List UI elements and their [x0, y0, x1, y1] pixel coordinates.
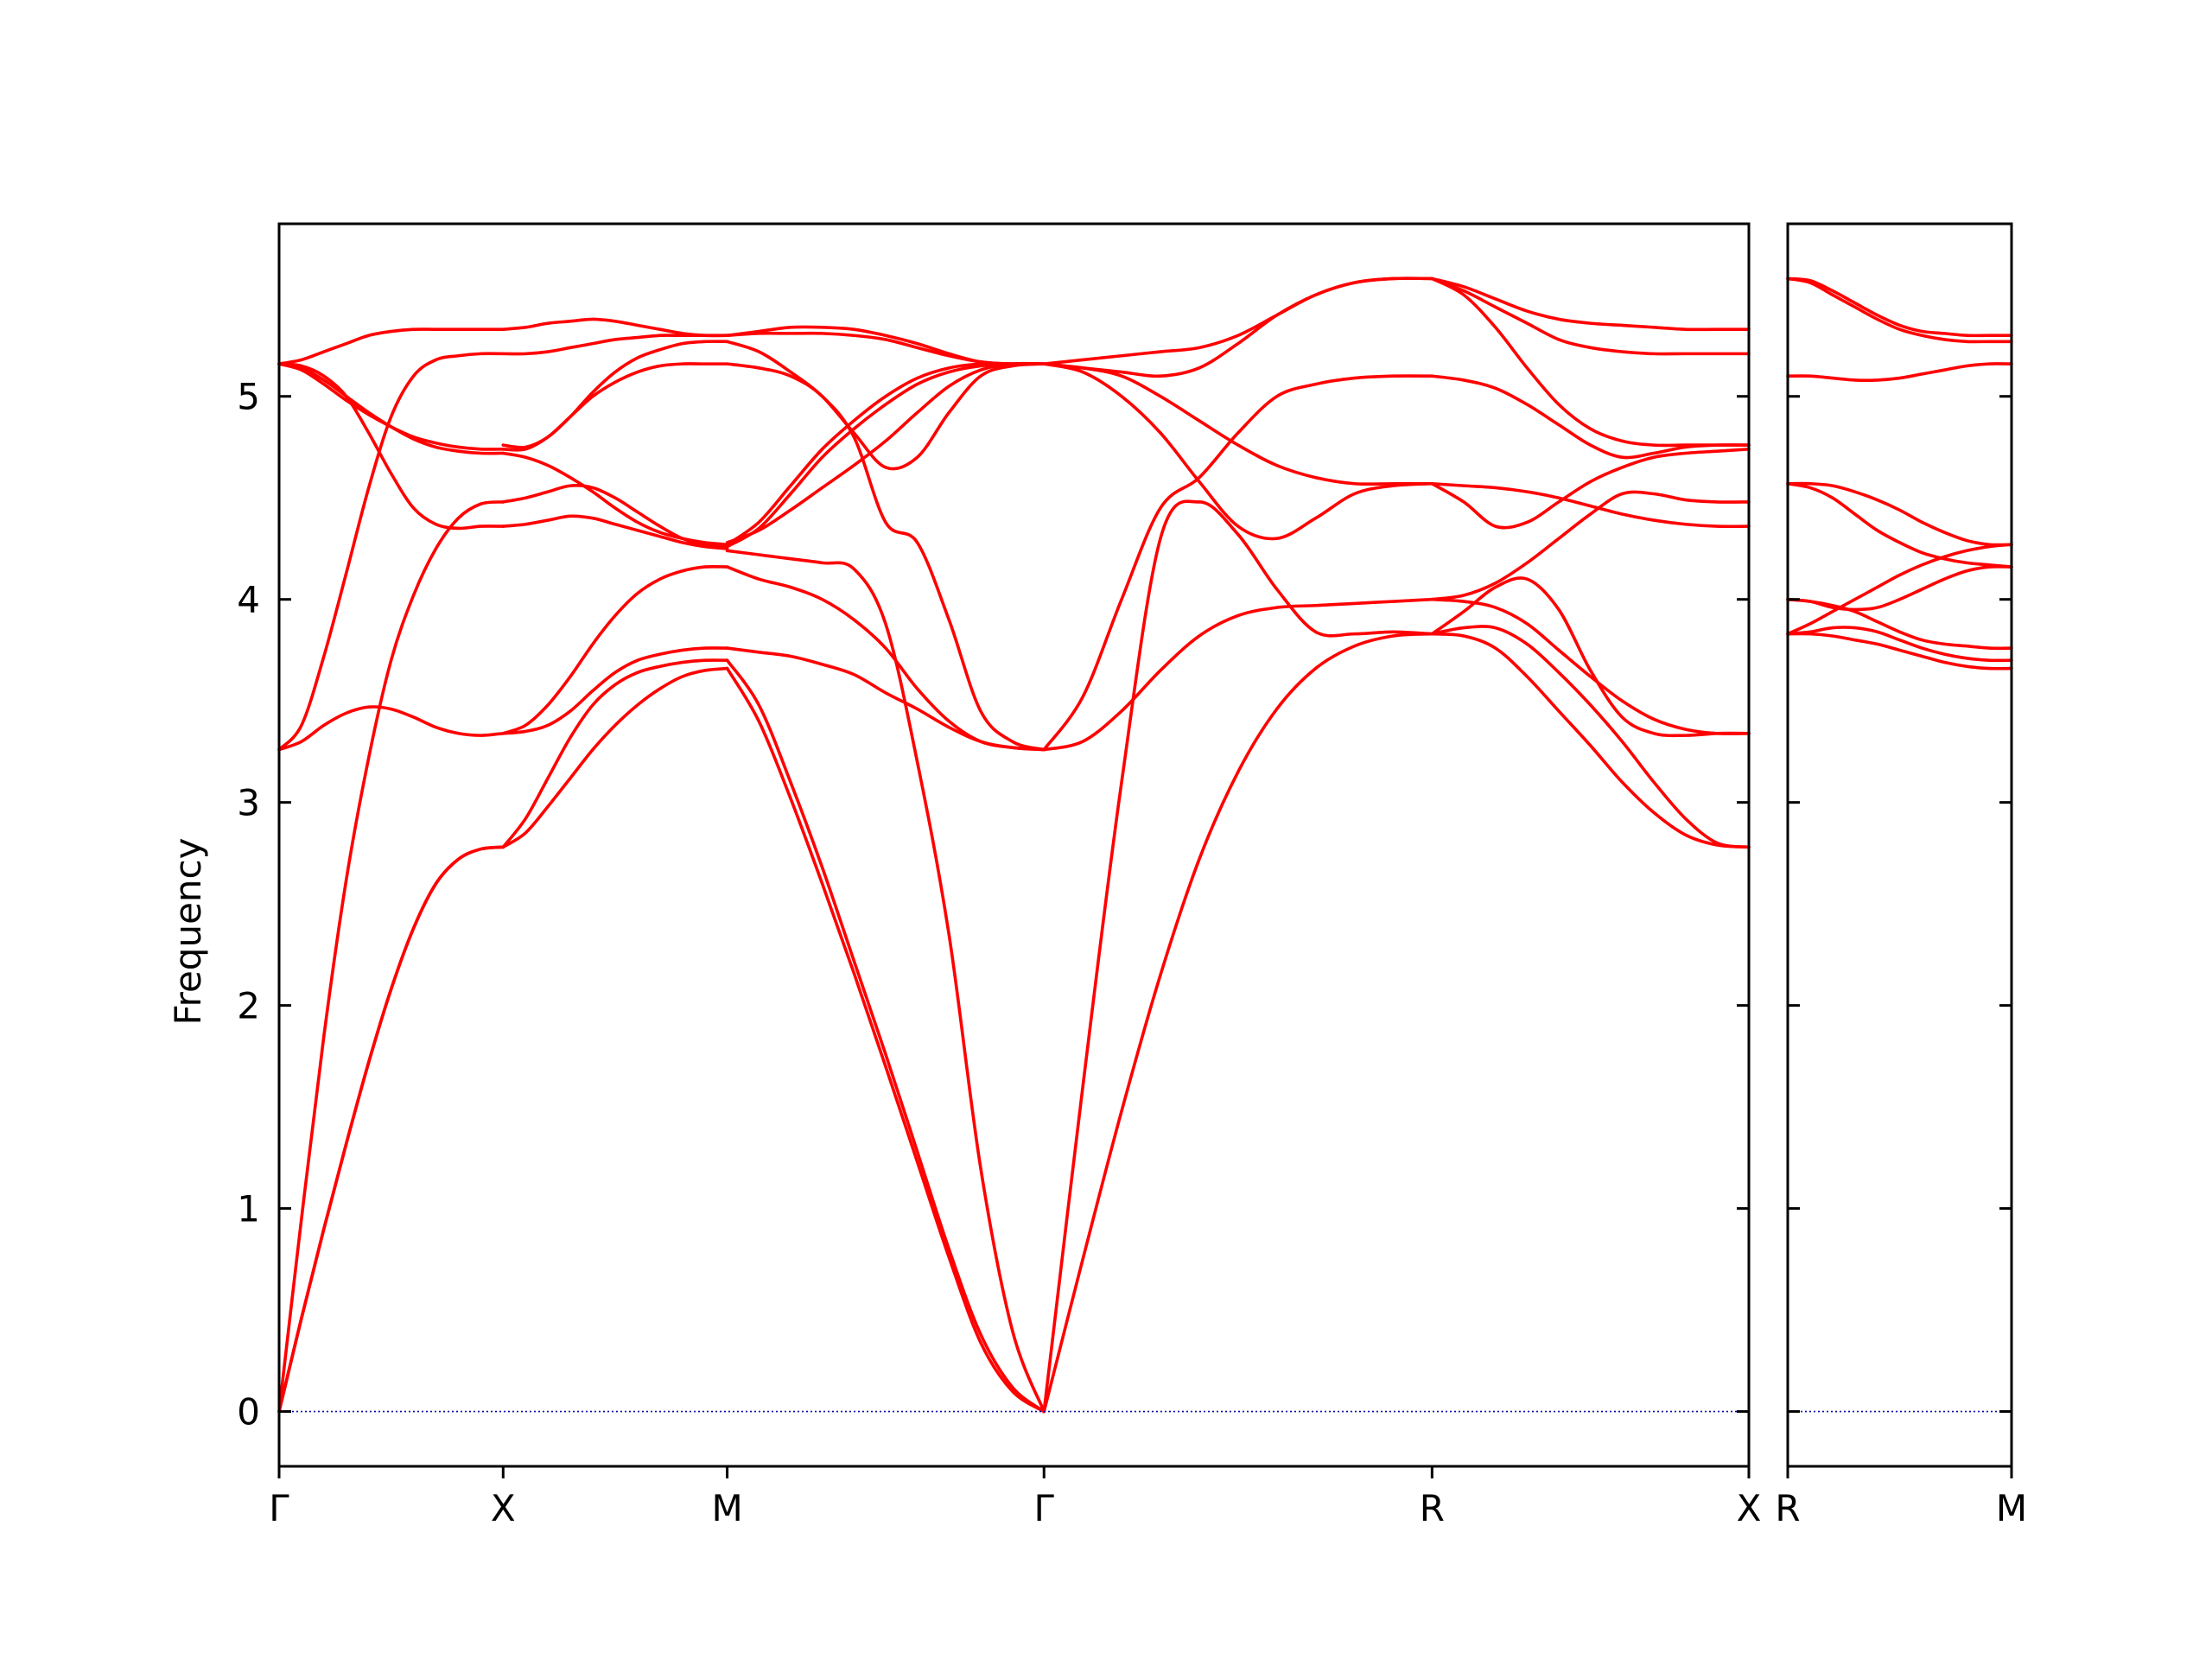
band-line-main-3-2	[1042, 597, 1434, 752]
band-line-main-1-0	[501, 666, 729, 849]
band-line-main-3-4	[1042, 362, 1434, 541]
band-line-main-4-6	[1430, 481, 1751, 529]
band-line-main-1-9	[501, 334, 729, 356]
band-line-main-2-7	[725, 361, 1046, 544]
y-tick-label: 1	[237, 1188, 260, 1230]
band-line-main-0-5	[277, 362, 505, 531]
x-tick-label: M	[1996, 1487, 2027, 1529]
band-line-side-0-9	[1786, 276, 2013, 338]
band-line-main-1-4	[501, 514, 729, 550]
band-line-main-3-3	[1042, 374, 1434, 752]
band-line-side-0-7	[1786, 362, 2013, 383]
band-line-main-0-3	[277, 705, 505, 752]
band-line-main-0-8	[277, 327, 505, 365]
band-line-main-4-8	[1430, 276, 1751, 448]
band-line-main-4-1	[1430, 625, 1751, 849]
x-tick-label: Γ	[269, 1487, 289, 1529]
band-line-main-4-10	[1430, 276, 1751, 332]
x-tick-label: R	[1775, 1487, 1800, 1529]
band-line-main-0-7	[277, 362, 505, 451]
band-line-main-4-4	[1430, 448, 1751, 530]
band-line-main-2-1	[725, 658, 1046, 1414]
band-line-main-4-2	[1430, 597, 1751, 735]
band-line-main-2-6	[725, 361, 1046, 547]
band-line-side-0-0	[1786, 632, 2013, 671]
band-line-main-3-0	[1042, 632, 1434, 1414]
axes-frame-main	[277, 222, 1751, 1468]
band-line-main-2-4	[725, 549, 1046, 1414]
y-tick-label: 2	[237, 985, 260, 1027]
band-line-main-3-1	[1042, 499, 1434, 1414]
band-line-side-0-1	[1786, 626, 2013, 663]
band-line-main-3-7	[1042, 276, 1434, 365]
band-line-main-0-2	[277, 500, 505, 1414]
band-line-main-4-9	[1430, 276, 1751, 356]
band-line-main-3-5	[1042, 362, 1434, 486]
band-line-main-1-2	[501, 646, 729, 735]
axes-frame-side	[1786, 222, 2013, 1468]
band-line-main-1-1	[501, 658, 729, 849]
band-line-main-0-4	[277, 352, 505, 752]
band-line-main-1-7	[501, 362, 729, 452]
band-line-side-0-4	[1786, 543, 2013, 636]
band-line-main-4-0	[1430, 632, 1751, 849]
band-line-main-2-8	[725, 362, 1046, 752]
x-tick-label: M	[711, 1487, 742, 1529]
axes-frames	[277, 222, 2013, 1468]
x-tick-label: Γ	[1034, 1487, 1055, 1529]
y-tick-label: 0	[237, 1391, 260, 1433]
y-axis-label: Frequency	[167, 838, 209, 1026]
band-line-main-1-8	[501, 340, 729, 449]
band-line-main-1-6	[501, 451, 729, 547]
band-line-main-0-1	[277, 845, 505, 1414]
band-line-side-0-2	[1786, 597, 2013, 651]
band-line-main-4-3	[1430, 576, 1751, 738]
band-line-main-1-5	[501, 484, 729, 549]
y-tick-label: 5	[237, 376, 260, 418]
band-line-side-0-6	[1786, 481, 2013, 547]
band-line-main-3-6	[1042, 276, 1434, 378]
band-line-side-0-5	[1786, 481, 2013, 569]
band-line-main-4-5	[1430, 490, 1751, 601]
y-tick-label: 4	[237, 579, 260, 621]
band-lines	[277, 276, 2013, 1414]
y-tick-label: 3	[237, 782, 260, 824]
band-line-side-0-8	[1786, 276, 2013, 344]
x-tick-label: X	[491, 1487, 516, 1529]
band-line-main-1-3	[501, 564, 729, 735]
band-line-main-2-0	[725, 666, 1046, 1414]
x-tick-label: R	[1420, 1487, 1445, 1529]
band-line-main-2-9	[725, 340, 1046, 471]
band-line-main-2-2	[725, 646, 1046, 752]
band-line-main-1-10	[501, 317, 729, 338]
band-line-main-2-11	[725, 325, 1046, 366]
x-tick-label: X	[1737, 1487, 1762, 1529]
band-line-side-0-3	[1786, 564, 2013, 612]
band-line-main-2-3	[725, 565, 1046, 752]
